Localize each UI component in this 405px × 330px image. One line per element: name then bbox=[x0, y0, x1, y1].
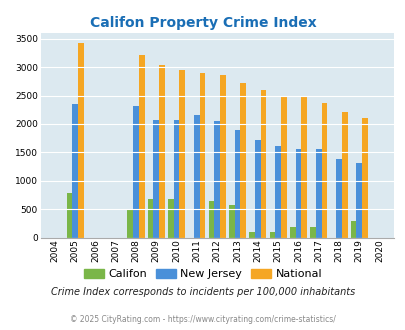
Legend: Califon, New Jersey, National: Califon, New Jersey, National bbox=[79, 265, 326, 284]
Bar bbox=[72, 104, 78, 238]
Bar bbox=[127, 209, 133, 238]
Bar bbox=[173, 120, 179, 238]
Bar bbox=[199, 73, 205, 238]
Bar bbox=[153, 120, 159, 238]
Bar bbox=[361, 118, 367, 238]
Bar bbox=[289, 227, 295, 238]
Bar bbox=[214, 121, 220, 238]
Bar bbox=[249, 232, 254, 238]
Bar bbox=[315, 149, 321, 238]
Bar bbox=[139, 55, 144, 238]
Bar bbox=[220, 75, 225, 238]
Bar bbox=[228, 205, 234, 238]
Bar bbox=[240, 83, 245, 238]
Bar bbox=[321, 103, 326, 238]
Bar bbox=[335, 159, 341, 238]
Bar bbox=[275, 146, 280, 238]
Bar bbox=[280, 95, 286, 238]
Bar bbox=[208, 201, 214, 238]
Bar bbox=[78, 43, 83, 238]
Bar bbox=[147, 199, 153, 238]
Bar bbox=[301, 97, 306, 238]
Bar bbox=[194, 115, 199, 238]
Bar bbox=[295, 149, 301, 238]
Bar bbox=[179, 70, 185, 238]
Bar bbox=[159, 65, 164, 238]
Bar bbox=[234, 130, 240, 238]
Text: Crime Index corresponds to incidents per 100,000 inhabitants: Crime Index corresponds to incidents per… bbox=[51, 287, 354, 297]
Bar bbox=[309, 227, 315, 238]
Bar bbox=[350, 220, 356, 238]
Bar bbox=[269, 232, 275, 238]
Bar bbox=[260, 90, 266, 238]
Bar bbox=[341, 112, 347, 238]
Text: Califon Property Crime Index: Califon Property Crime Index bbox=[90, 16, 315, 30]
Bar bbox=[254, 140, 260, 238]
Bar bbox=[168, 199, 173, 238]
Bar bbox=[133, 106, 139, 238]
Text: © 2025 CityRating.com - https://www.cityrating.com/crime-statistics/: © 2025 CityRating.com - https://www.city… bbox=[70, 315, 335, 324]
Bar bbox=[66, 193, 72, 238]
Bar bbox=[356, 163, 361, 238]
